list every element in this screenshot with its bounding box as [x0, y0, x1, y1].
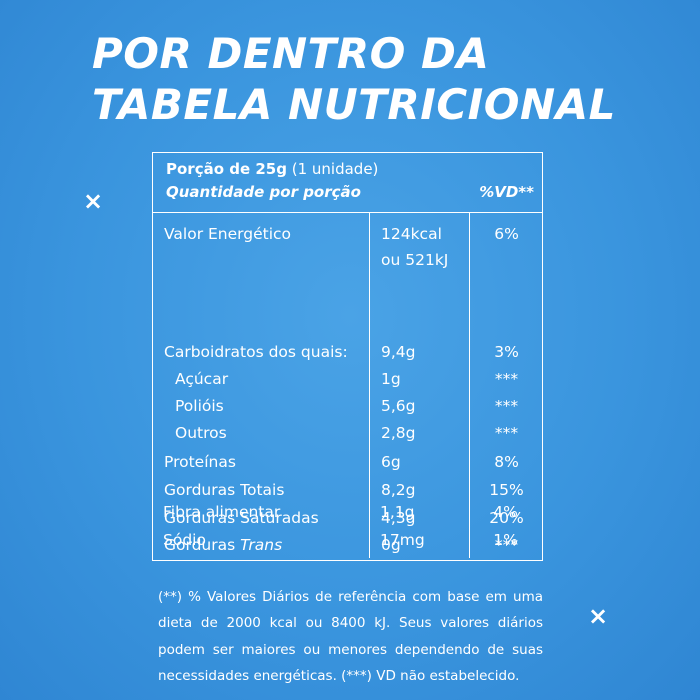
nutrient-vd: 1% [493, 531, 518, 549]
quantity-header-row: Quantidade por porção %VD** [166, 180, 534, 204]
nutrient-name: Polióis [175, 397, 224, 415]
nutrient-value: 8,2g [381, 481, 416, 499]
nutrient-name: Valor Energético [164, 225, 292, 243]
nutrient-vd: *** [494, 370, 519, 388]
table-body: Valor Energético 124kcal ou 521kJ 6% Carb… [153, 213, 542, 558]
nutrient-value: 5,6g [381, 397, 416, 415]
title-line-2: TABELA NUTRICIONAL [92, 80, 616, 129]
x-decoration-icon: × [588, 602, 609, 630]
value-line-2: ou 521kJ [381, 251, 449, 269]
nutrient-name: Sódio [163, 531, 206, 549]
nutrient-name: Açúcar [175, 370, 229, 388]
nutrient-name: Gorduras Totais [164, 481, 285, 499]
nutrient-name: Carboidratos dos quais: [164, 343, 348, 361]
footnote: (**) % Valores Diários de referência com… [158, 588, 543, 685]
nutrient-name: Gorduras Saturadas [164, 509, 319, 527]
nutrient-name: Outros [175, 424, 227, 442]
nutrient-name: Gorduras Trans [164, 532, 282, 558]
nutrient-vd: 20% [489, 509, 524, 527]
nutrient-name-plain: Gorduras [164, 536, 241, 554]
table-header: Porção de 25g (1 unidade) Quantidade por… [153, 153, 542, 213]
value-line-1: 124kcal [381, 225, 442, 243]
vd-label: %VD** [479, 183, 534, 201]
nutrient-name: Fibra alimentar [163, 503, 281, 521]
nutrient-value: 1g [381, 370, 401, 388]
column-divider [369, 213, 370, 558]
quantity-label: Quantidade por porção [166, 183, 361, 201]
nutrient-value: 2,8g [381, 424, 416, 442]
nutrient-vd: 8% [494, 453, 519, 471]
nutrient-name-italic: Trans [240, 536, 283, 554]
nutrient-vd: *** [494, 397, 519, 415]
nutrient-value: 4,3g [381, 509, 416, 527]
page-title: POR DENTRO DA TABELA NUTRICIONAL [92, 28, 672, 130]
title-line-1: POR DENTRO DA [92, 29, 490, 78]
nutrient-value: 6g [381, 453, 401, 471]
nutrition-table: Porção de 25g (1 unidade) Quantidade por… [152, 152, 543, 561]
nutrient-vd: 3% [494, 343, 519, 361]
nutrient-vd: *** [494, 424, 519, 442]
portion-bold: Porção de 25g [166, 160, 287, 178]
nutrient-vd: 15% [489, 481, 524, 499]
x-decoration-icon: × [83, 187, 104, 215]
nutrient-value: 9,4g [381, 343, 416, 361]
portion-rest: (1 unidade) [286, 160, 379, 178]
nutrient-vd: 6% [494, 225, 519, 243]
nutrient-value: 1,1g [380, 503, 415, 521]
nutrient-value: 0g [381, 536, 401, 554]
nutrient-value: 124kcal ou 521kJ [381, 221, 448, 273]
nutrient-vd: 4% [493, 503, 518, 521]
nutrient-name: Proteínas [164, 453, 236, 471]
portion-size: Porção de 25g (1 unidade) [166, 158, 534, 180]
nutrient-vd: *** [494, 536, 519, 554]
column-divider [469, 213, 470, 558]
nutrient-value: 17mg [380, 531, 425, 549]
